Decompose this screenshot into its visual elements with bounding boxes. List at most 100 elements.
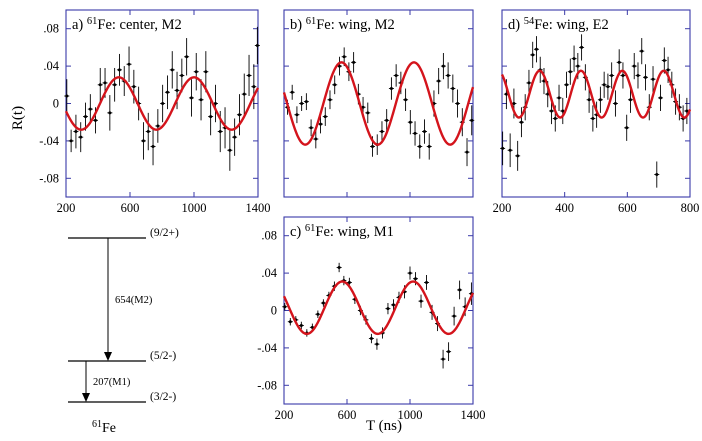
plot-frame bbox=[283, 9, 474, 198]
data-marker bbox=[127, 62, 131, 66]
data-point bbox=[635, 62, 641, 89]
data-point bbox=[412, 121, 418, 146]
data-marker bbox=[534, 47, 538, 51]
data-marker bbox=[628, 98, 632, 102]
data-point bbox=[500, 131, 506, 166]
data-marker bbox=[141, 139, 145, 143]
data-marker bbox=[69, 139, 73, 143]
data-marker bbox=[458, 288, 462, 292]
data-marker bbox=[408, 271, 412, 275]
data-point bbox=[315, 310, 321, 318]
data-marker bbox=[465, 150, 469, 154]
data-marker bbox=[389, 87, 393, 91]
data-marker bbox=[425, 280, 429, 284]
data-marker bbox=[316, 312, 320, 316]
data-marker bbox=[170, 68, 174, 72]
data-point bbox=[336, 56, 342, 76]
transition-label-654: 654(M2) bbox=[115, 295, 153, 306]
y-tick-label: 0 bbox=[53, 97, 59, 111]
data-point bbox=[374, 338, 380, 350]
data-marker bbox=[380, 130, 384, 134]
data-point bbox=[251, 64, 257, 110]
data-point bbox=[155, 109, 161, 143]
x-tick-label: 1000 bbox=[398, 408, 423, 422]
data-point bbox=[241, 73, 247, 115]
data-point bbox=[417, 134, 423, 159]
data-marker bbox=[194, 70, 198, 74]
data-point bbox=[426, 133, 432, 160]
data-point bbox=[160, 84, 166, 123]
data-point bbox=[421, 119, 427, 144]
y-tick-label: -.04 bbox=[39, 134, 60, 148]
data-point bbox=[393, 64, 399, 87]
data-point bbox=[590, 105, 596, 132]
data-point bbox=[97, 67, 103, 102]
data-point bbox=[620, 62, 626, 89]
nucleus-label: 61Fe bbox=[92, 419, 116, 436]
data-marker bbox=[185, 55, 189, 59]
data-point bbox=[78, 122, 84, 153]
data-marker bbox=[108, 111, 112, 115]
data-point bbox=[661, 47, 667, 74]
data-marker bbox=[572, 57, 576, 61]
data-point bbox=[289, 84, 295, 100]
data-point bbox=[586, 86, 592, 113]
data-marker bbox=[337, 64, 341, 68]
transition-654-arrowhead bbox=[104, 352, 112, 361]
data-point bbox=[179, 58, 185, 93]
data-point bbox=[654, 161, 660, 188]
data-point bbox=[320, 299, 326, 307]
data-marker bbox=[314, 137, 318, 141]
data-marker bbox=[456, 102, 460, 105]
data-point bbox=[403, 88, 409, 111]
data-marker bbox=[621, 73, 625, 77]
data-marker bbox=[447, 350, 451, 354]
data-marker bbox=[610, 73, 614, 77]
data-marker bbox=[418, 145, 422, 149]
transition-label-207: 207(M1) bbox=[93, 377, 131, 388]
data-marker bbox=[644, 75, 648, 79]
data-marker bbox=[576, 64, 580, 68]
data-point bbox=[318, 114, 324, 134]
data-marker bbox=[361, 105, 365, 109]
data-point bbox=[530, 41, 536, 68]
transition-207-arrowhead bbox=[82, 393, 90, 402]
data-marker bbox=[321, 301, 325, 305]
panel-c-wing-m1: -.08 -.04 0 .04 .08 200 600 1000 1400 c) 61Fe: wi… bbox=[257, 216, 486, 422]
data-point bbox=[298, 321, 304, 330]
plot-frame bbox=[501, 9, 691, 198]
x-tick-label: 600 bbox=[618, 201, 637, 215]
data-point bbox=[639, 38, 645, 65]
data-point bbox=[440, 349, 446, 369]
data-marker bbox=[165, 90, 169, 94]
data-marker bbox=[74, 130, 78, 134]
data-point bbox=[203, 51, 209, 93]
data-point bbox=[64, 79, 70, 113]
data-point bbox=[457, 280, 463, 300]
data-marker bbox=[516, 154, 520, 158]
data-marker bbox=[98, 83, 102, 87]
plot-frame bbox=[283, 216, 474, 405]
data-marker bbox=[557, 96, 561, 100]
data-marker bbox=[304, 100, 308, 104]
data-point bbox=[68, 129, 74, 153]
data-marker bbox=[79, 135, 83, 139]
data-point bbox=[440, 53, 446, 80]
data-point bbox=[515, 140, 521, 171]
data-point bbox=[73, 114, 79, 149]
data-point bbox=[631, 53, 637, 80]
data-point bbox=[455, 89, 461, 118]
data-point bbox=[332, 75, 338, 95]
x-tick-label: 1000 bbox=[182, 201, 207, 215]
data-marker bbox=[371, 145, 375, 149]
data-marker bbox=[288, 320, 292, 324]
data-marker bbox=[375, 342, 379, 346]
data-point bbox=[450, 74, 456, 103]
data-marker bbox=[88, 107, 92, 111]
data-marker bbox=[602, 83, 606, 87]
data-marker bbox=[527, 81, 531, 85]
x-tick-label: 200 bbox=[493, 201, 512, 215]
data-marker bbox=[319, 122, 323, 126]
data-point bbox=[188, 79, 194, 117]
data-point bbox=[384, 109, 390, 132]
